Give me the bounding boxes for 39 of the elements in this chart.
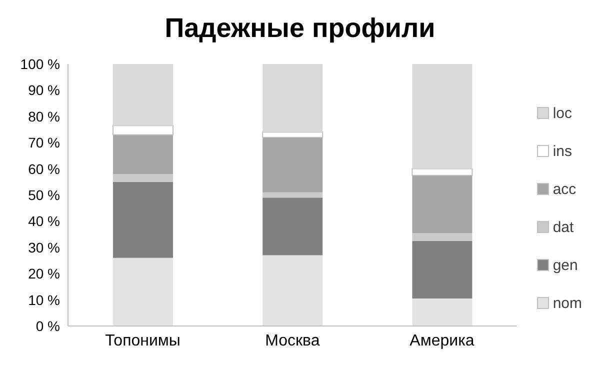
bar — [113, 174, 173, 182]
bar — [112, 125, 174, 136]
legend-label: nom — [552, 294, 582, 312]
bar — [113, 182, 173, 258]
x-tick-label: Москва — [265, 332, 320, 350]
y-tick-label: 100 % — [20, 56, 60, 72]
bar — [113, 258, 173, 326]
y-tick-label: 80 % — [28, 108, 60, 124]
bar — [113, 64, 173, 126]
bar — [412, 232, 472, 241]
bar — [113, 134, 173, 174]
y-tick-label: 0 % — [36, 318, 60, 334]
y-tick-label: 40 % — [28, 213, 60, 230]
bar — [412, 298, 472, 326]
y-tick-label: 30 % — [28, 239, 60, 256]
bar — [262, 192, 323, 198]
y-tick-label: 90 % — [28, 82, 60, 98]
bar — [412, 168, 473, 176]
bar — [262, 255, 323, 326]
x-tick-label: Топонимы — [105, 332, 180, 350]
x-tick-label: Америка — [410, 332, 474, 350]
chart-title: Падежные профили — [164, 12, 436, 45]
legend-label: ins — [552, 142, 572, 160]
bar — [412, 175, 472, 233]
y-tick-label: 50 % — [28, 186, 60, 203]
legend-label: acc — [552, 180, 576, 198]
bar — [262, 137, 323, 192]
bar — [412, 240, 472, 298]
y-tick-label: 10 % — [28, 292, 60, 308]
legend-label: dat — [552, 218, 574, 236]
bar — [262, 132, 324, 138]
bar — [262, 198, 323, 256]
bar — [262, 64, 323, 132]
y-tick-label: 70 % — [28, 134, 60, 151]
legend-label: gen — [552, 256, 578, 274]
y-tick-label: 20 % — [28, 266, 60, 282]
y-tick-label: 60 % — [28, 160, 60, 177]
legend-label: loc — [552, 104, 572, 122]
bar — [412, 64, 472, 169]
